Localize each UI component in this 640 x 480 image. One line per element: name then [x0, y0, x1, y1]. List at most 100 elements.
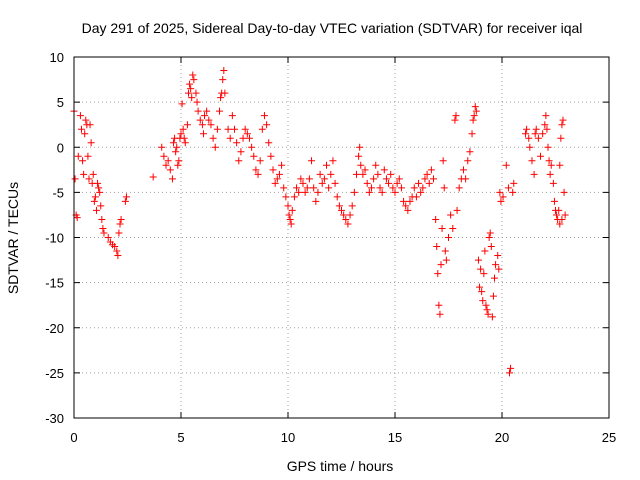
data-point-marker	[187, 85, 195, 93]
data-point-marker	[209, 134, 217, 142]
data-point-marker	[455, 184, 463, 192]
data-point-marker	[372, 161, 380, 169]
data-point-marker	[201, 112, 209, 120]
data-point-marker	[116, 220, 124, 228]
data-point-marker	[404, 206, 412, 214]
data-point-marker	[387, 170, 395, 178]
data-point-marker	[71, 175, 79, 183]
data-point-marker	[188, 94, 196, 102]
data-point-marker	[544, 143, 552, 151]
data-point-marker	[323, 161, 331, 169]
data-point-marker	[282, 193, 290, 201]
data-point-marker	[117, 215, 125, 223]
y-tick-label: 10	[50, 50, 64, 65]
data-point-marker	[522, 130, 530, 138]
data-point-marker	[207, 121, 215, 129]
data-point-marker	[559, 116, 567, 124]
data-point-marker	[382, 175, 390, 183]
data-point-marker	[469, 116, 477, 124]
data-point-marker	[193, 98, 201, 106]
data-point-marker	[545, 157, 553, 165]
data-point-marker	[170, 139, 178, 147]
data-point-marker	[243, 130, 251, 138]
chart-title: Day 291 of 2025, Sidereal Day-to-day VTE…	[82, 20, 583, 36]
data-point-marker	[149, 173, 157, 181]
data-point-marker	[217, 94, 225, 102]
x-tick-label: 20	[495, 430, 509, 445]
data-point-marker	[474, 256, 482, 264]
data-point-marker	[189, 71, 197, 79]
data-point-marker	[449, 224, 457, 232]
data-point-marker	[303, 184, 311, 192]
data-point-marker	[179, 125, 187, 133]
data-point-marker	[164, 157, 172, 165]
data-point-marker	[224, 125, 232, 133]
data-point-marker	[385, 179, 393, 187]
data-point-marker	[436, 310, 444, 318]
data-point-marker	[82, 116, 90, 124]
data-point-marker	[546, 170, 554, 178]
data-point-marker	[391, 188, 399, 196]
data-point-marker	[77, 125, 85, 133]
data-point-marker	[113, 247, 121, 255]
data-point-marker	[73, 214, 81, 222]
data-point-marker	[479, 297, 487, 305]
data-point-marker	[320, 175, 328, 183]
data-point-marker	[357, 161, 365, 169]
data-point-marker	[495, 265, 503, 273]
data-point-marker	[556, 161, 564, 169]
data-point-marker	[256, 157, 264, 165]
data-point-marker	[121, 197, 129, 205]
data-point-marker	[509, 188, 517, 196]
data-point-marker	[74, 152, 82, 160]
data-point-marker	[196, 116, 204, 124]
data-point-marker	[485, 234, 493, 241]
data-point-marker	[273, 175, 281, 183]
y-tick-label: 0	[57, 140, 64, 155]
data-point-marker	[316, 170, 324, 178]
data-point-marker	[308, 157, 316, 165]
data-point-marker	[172, 148, 180, 156]
data-point-marker	[250, 152, 258, 160]
data-point-marker	[526, 143, 534, 151]
data-point-marker	[115, 229, 123, 237]
data-point-marker	[338, 206, 345, 214]
data-point-marker	[228, 112, 236, 120]
data-point-marker	[90, 197, 98, 205]
data-point-marker	[95, 184, 103, 192]
data-point-marker	[76, 112, 84, 120]
data-point-marker	[356, 143, 364, 151]
data-point-marker	[504, 184, 512, 192]
data-point-marker	[213, 125, 221, 133]
data-point-marker	[549, 179, 557, 187]
data-point-marker	[378, 188, 386, 196]
data-point-marker	[91, 193, 99, 201]
data-point-marker	[194, 107, 202, 115]
data-point-marker	[393, 179, 401, 187]
data-point-marker	[248, 143, 256, 151]
data-point-marker	[491, 274, 499, 282]
y-axis-ticks: -30 -25 -20 -15 -10 -5 0 5 10	[45, 50, 609, 426]
data-point-marker	[80, 170, 88, 178]
data-point-marker	[534, 134, 542, 142]
data-point-marker	[258, 125, 266, 133]
data-point-marker	[174, 161, 182, 169]
data-point-marker	[472, 107, 480, 115]
data-point-marker	[553, 211, 561, 219]
data-point-marker	[342, 215, 350, 223]
data-point-marker	[305, 175, 313, 183]
x-axis-ticks: 0 5 10 15 20 25	[70, 57, 616, 445]
plot-frame	[73, 56, 610, 419]
data-point-marker	[111, 243, 119, 251]
data-point-marker	[346, 211, 354, 219]
y-axis-label: SDTVAR / TECUs	[5, 182, 21, 294]
data-point-marker	[451, 116, 459, 124]
data-point-marker	[233, 139, 241, 147]
y-tick-label: -5	[52, 185, 64, 200]
data-point-marker	[525, 134, 533, 142]
data-point-marker	[453, 206, 461, 214]
data-point-marker	[263, 121, 271, 129]
data-point-marker	[464, 157, 472, 165]
data-point-marker	[203, 107, 211, 115]
data-point-marker	[376, 184, 384, 192]
